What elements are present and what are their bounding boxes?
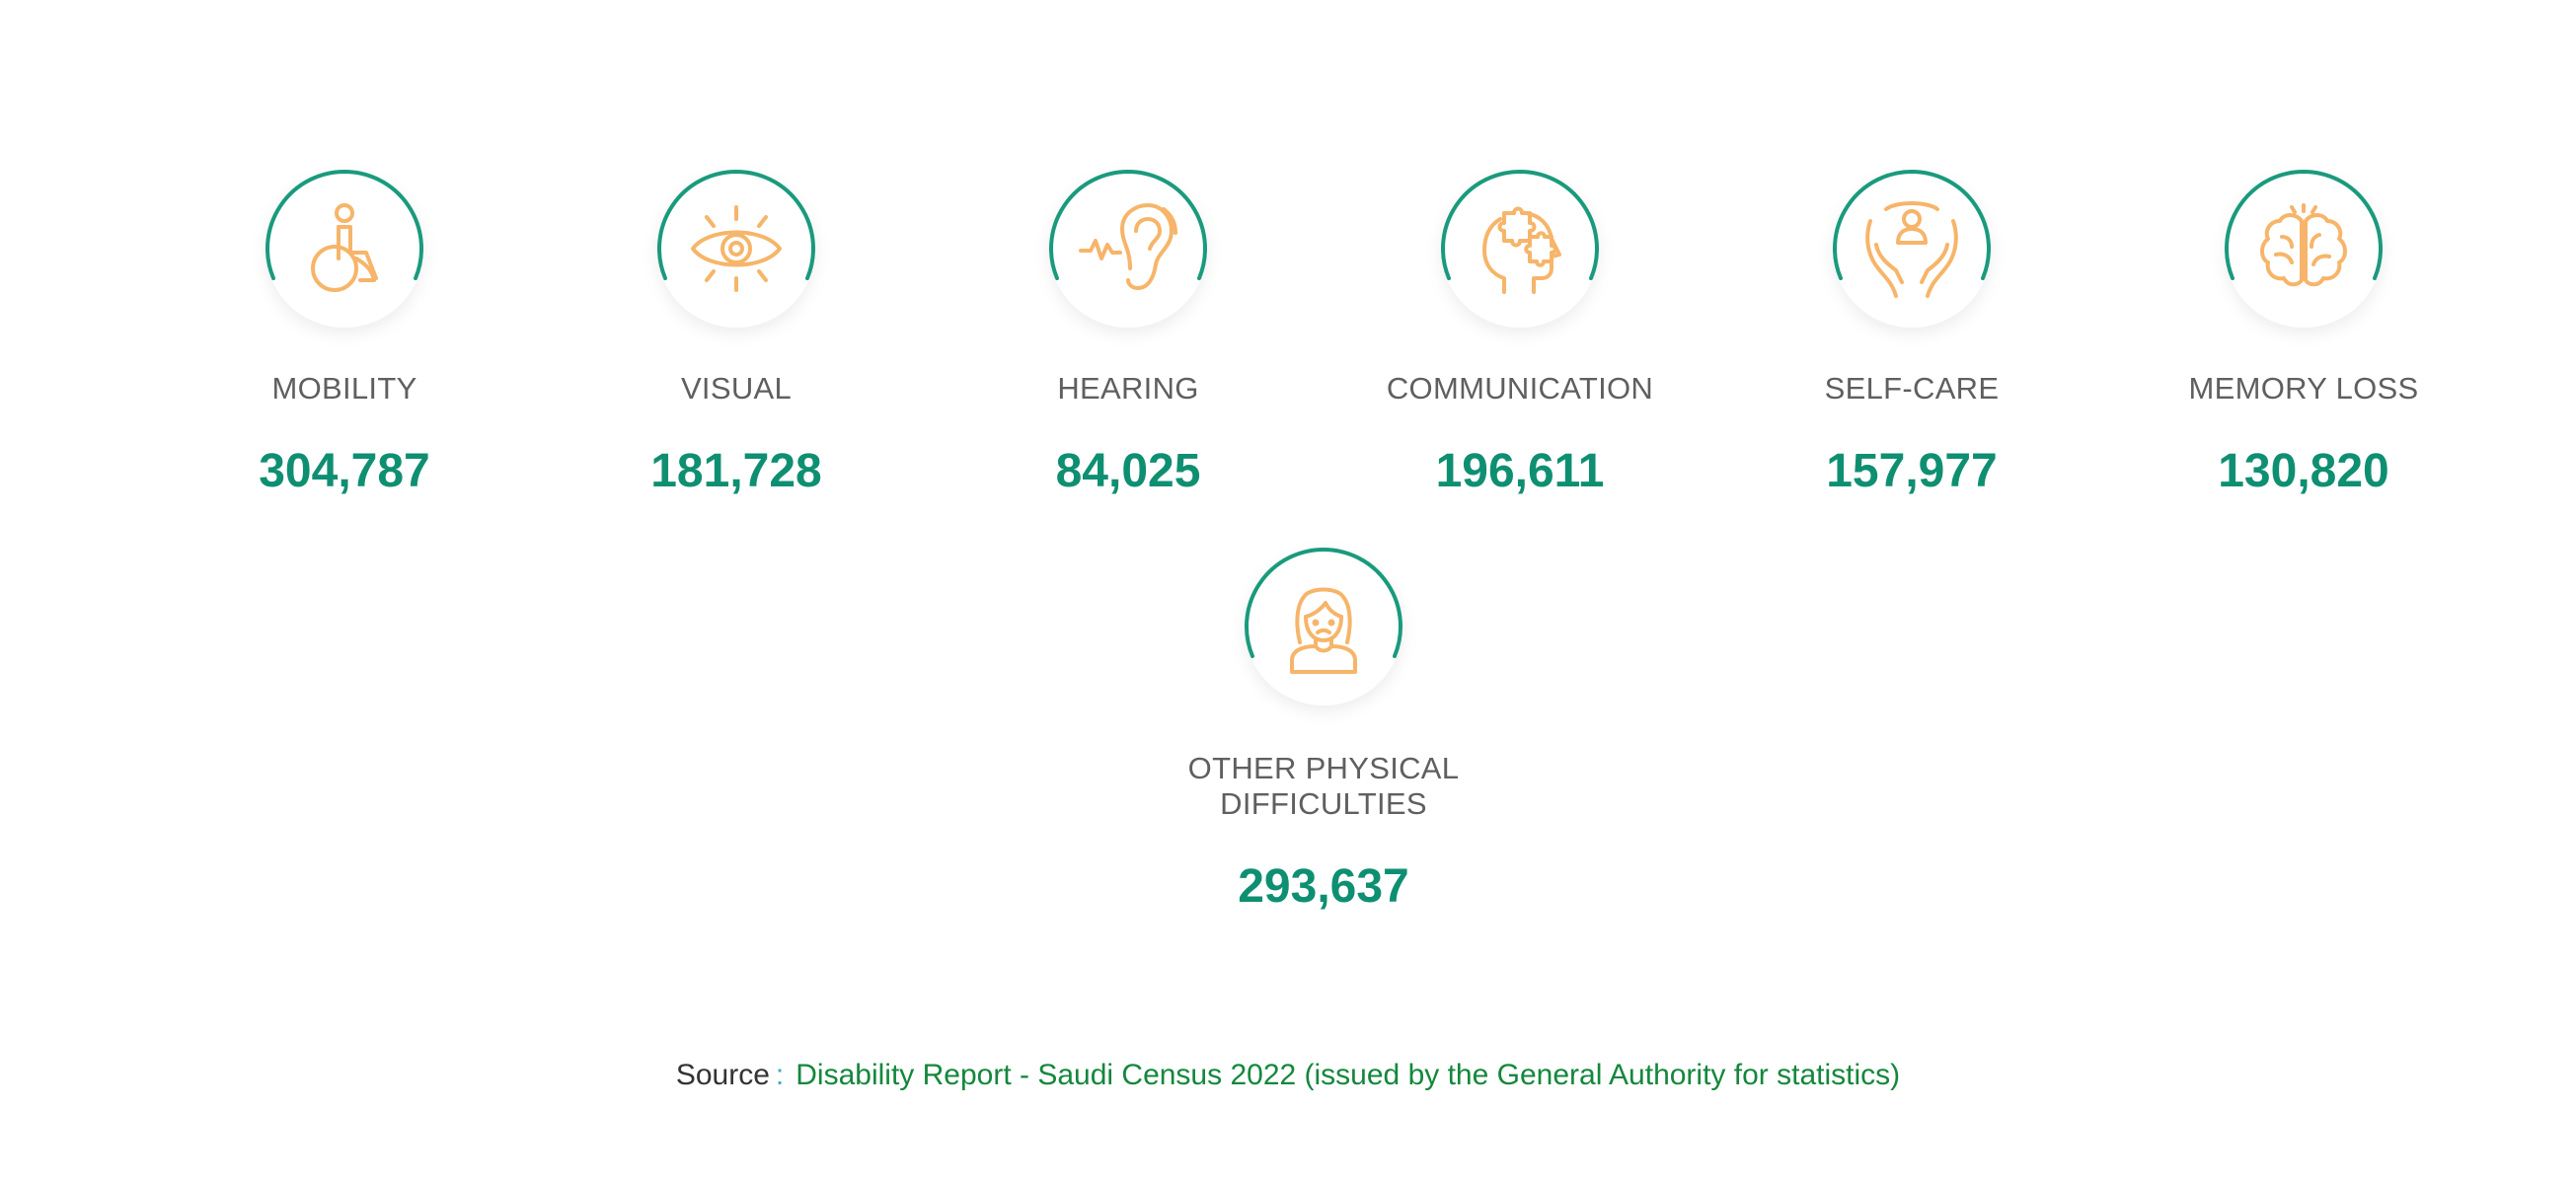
communication-icon-circle xyxy=(1439,168,1601,330)
category-label: SELF-CARE xyxy=(1824,371,2000,406)
category-label: MEMORY LOSS xyxy=(2188,371,2419,406)
category-card-other-physical: OTHER PHYSICAL DIFFICULTIES 293,637 xyxy=(1126,546,1521,913)
category-label: OTHER PHYSICAL DIFFICULTIES xyxy=(1187,751,1460,821)
ear-icon xyxy=(1079,203,1177,290)
category-value: 157,977 xyxy=(1826,445,1998,497)
self-care-icon-circle xyxy=(1831,168,1993,330)
category-value: 84,025 xyxy=(1055,445,1201,497)
memory-loss-icon-circle xyxy=(2223,168,2385,330)
category-label: VISUAL xyxy=(680,371,793,406)
category-value: 293,637 xyxy=(1238,860,1409,913)
category-label: MOBILITY xyxy=(271,371,417,406)
category-value: 181,728 xyxy=(650,445,822,497)
category-label: HEARING xyxy=(1057,371,1199,406)
category-card-communication: COMMUNICATION 196,611 xyxy=(1323,168,1717,497)
hands-person-icon xyxy=(1865,201,1958,298)
source-line: Source: Disability Report - Saudi Census … xyxy=(0,1058,2576,1093)
source-text: Disability Report - Saudi Census 2022 (i… xyxy=(796,1059,1901,1091)
visual-icon-circle xyxy=(655,168,817,330)
brain-icon xyxy=(2260,203,2347,287)
category-card-self-care: SELF-CARE 157,977 xyxy=(1714,168,2109,497)
category-card-mobility: MOBILITY 304,787 xyxy=(147,168,542,497)
eye-icon xyxy=(691,205,782,292)
category-value: 196,611 xyxy=(1435,445,1605,497)
category-card-visual: VISUAL 181,728 xyxy=(539,168,934,497)
category-card-hearing: HEARING 84,025 xyxy=(931,168,1326,497)
person-icon xyxy=(1290,587,1357,674)
source-separator: : xyxy=(775,1059,785,1091)
progress-ring xyxy=(1833,170,1991,328)
category-value: 130,820 xyxy=(2218,445,2389,497)
category-card-memory-loss: MEMORY LOSS 130,820 xyxy=(2106,168,2501,497)
hearing-icon-circle xyxy=(1047,168,1209,330)
progress-ring xyxy=(1245,548,1402,705)
progress-ring xyxy=(657,170,815,328)
head-puzzle-icon xyxy=(1482,206,1561,294)
wheelchair-icon xyxy=(311,203,378,292)
other-physical-icon-circle xyxy=(1243,546,1404,707)
source-label: Source xyxy=(675,1059,770,1091)
progress-ring xyxy=(1441,170,1599,328)
category-label: COMMUNICATION xyxy=(1386,371,1654,406)
mobility-icon-circle xyxy=(264,168,425,330)
category-value: 304,787 xyxy=(259,445,430,497)
